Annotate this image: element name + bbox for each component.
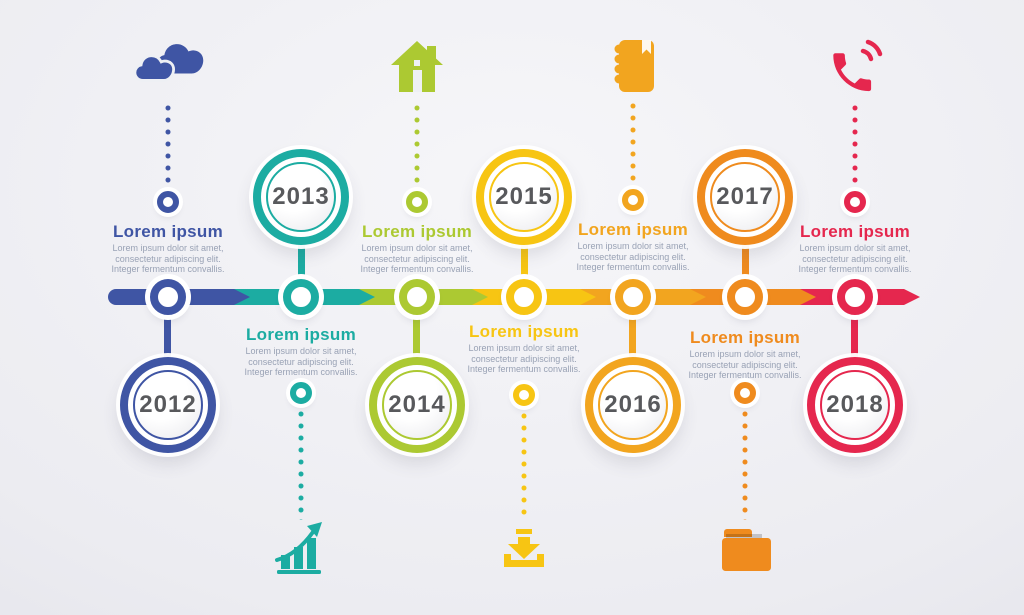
year-circle-2018: 2018 (807, 357, 903, 453)
dotted-connector (852, 102, 858, 188)
dotted-connector (630, 100, 636, 186)
year-circle-2015: 2015 (476, 149, 572, 245)
stem-connector (164, 300, 171, 362)
download-icon (498, 520, 550, 574)
marker-ring (513, 384, 535, 406)
section-header: Lorem ipsum (468, 322, 580, 341)
year-label: 2012 (139, 391, 197, 418)
section-body: Lorem ipsum dolor sit amet, consectetur … (798, 243, 912, 274)
section-body: Lorem ipsum dolor sit amet, consectetur … (576, 241, 690, 272)
year-circle-2016: 2016 (585, 357, 681, 453)
dotted-connector (521, 410, 527, 520)
timeline-node (283, 279, 319, 315)
notebook-icon (605, 36, 661, 96)
stem-connector (629, 300, 636, 362)
section-body: Lorem ipsum dolor sit amet, consectetur … (360, 243, 474, 274)
section-body: Lorem ipsum dolor sit amet, consectetur … (244, 346, 358, 377)
section-body: Lorem ipsum dolor sit amet, consectetur … (111, 243, 225, 274)
section-header: Lorem ipsum (361, 222, 473, 241)
timeline-node (615, 279, 651, 315)
section-header: Lorem ipsum (245, 325, 357, 344)
marker-ring (290, 382, 312, 404)
stem-connector (298, 236, 305, 296)
dotted-connector (298, 408, 304, 520)
year-circle-2012: 2012 (120, 357, 216, 453)
year-label: 2018 (826, 391, 884, 418)
year-label: 2013 (272, 183, 330, 210)
house-icon (389, 38, 445, 96)
section-header: Lorem ipsum (577, 220, 689, 239)
year-circle-2014: 2014 (369, 357, 465, 453)
year-circle-2013: 2013 (253, 149, 349, 245)
year-label: 2014 (388, 391, 446, 418)
stem-connector (851, 300, 858, 362)
timeline-node (150, 279, 186, 315)
year-label: 2015 (495, 183, 553, 210)
section-header: Lorem ipsum (689, 328, 801, 347)
marker-ring (157, 191, 179, 213)
timeline-node (399, 279, 435, 315)
marker-ring (622, 189, 644, 211)
timeline-node (727, 279, 763, 315)
section-header: Lorem ipsum (112, 222, 224, 241)
year-circle-2017: 2017 (697, 149, 793, 245)
timeline-node (837, 279, 873, 315)
marker-ring (844, 191, 866, 213)
clouds-icon (132, 38, 206, 94)
phone-icon (824, 38, 884, 96)
dotted-connector (165, 102, 171, 188)
stem-connector (742, 236, 749, 296)
section-header: Lorem ipsum (799, 222, 911, 241)
marker-ring (406, 191, 428, 213)
section-body: Lorem ipsum dolor sit amet, consectetur … (467, 343, 581, 374)
dotted-connector (742, 408, 748, 520)
folder-icon (716, 524, 776, 574)
growth-chart-icon (272, 518, 328, 576)
marker-ring (734, 382, 756, 404)
stem-connector (521, 236, 528, 296)
year-label: 2017 (716, 183, 774, 210)
timeline-node (506, 279, 542, 315)
year-label: 2016 (604, 391, 662, 418)
dotted-connector (414, 102, 420, 188)
stem-connector (413, 300, 420, 362)
section-body: Lorem ipsum dolor sit amet, consectetur … (688, 349, 802, 380)
